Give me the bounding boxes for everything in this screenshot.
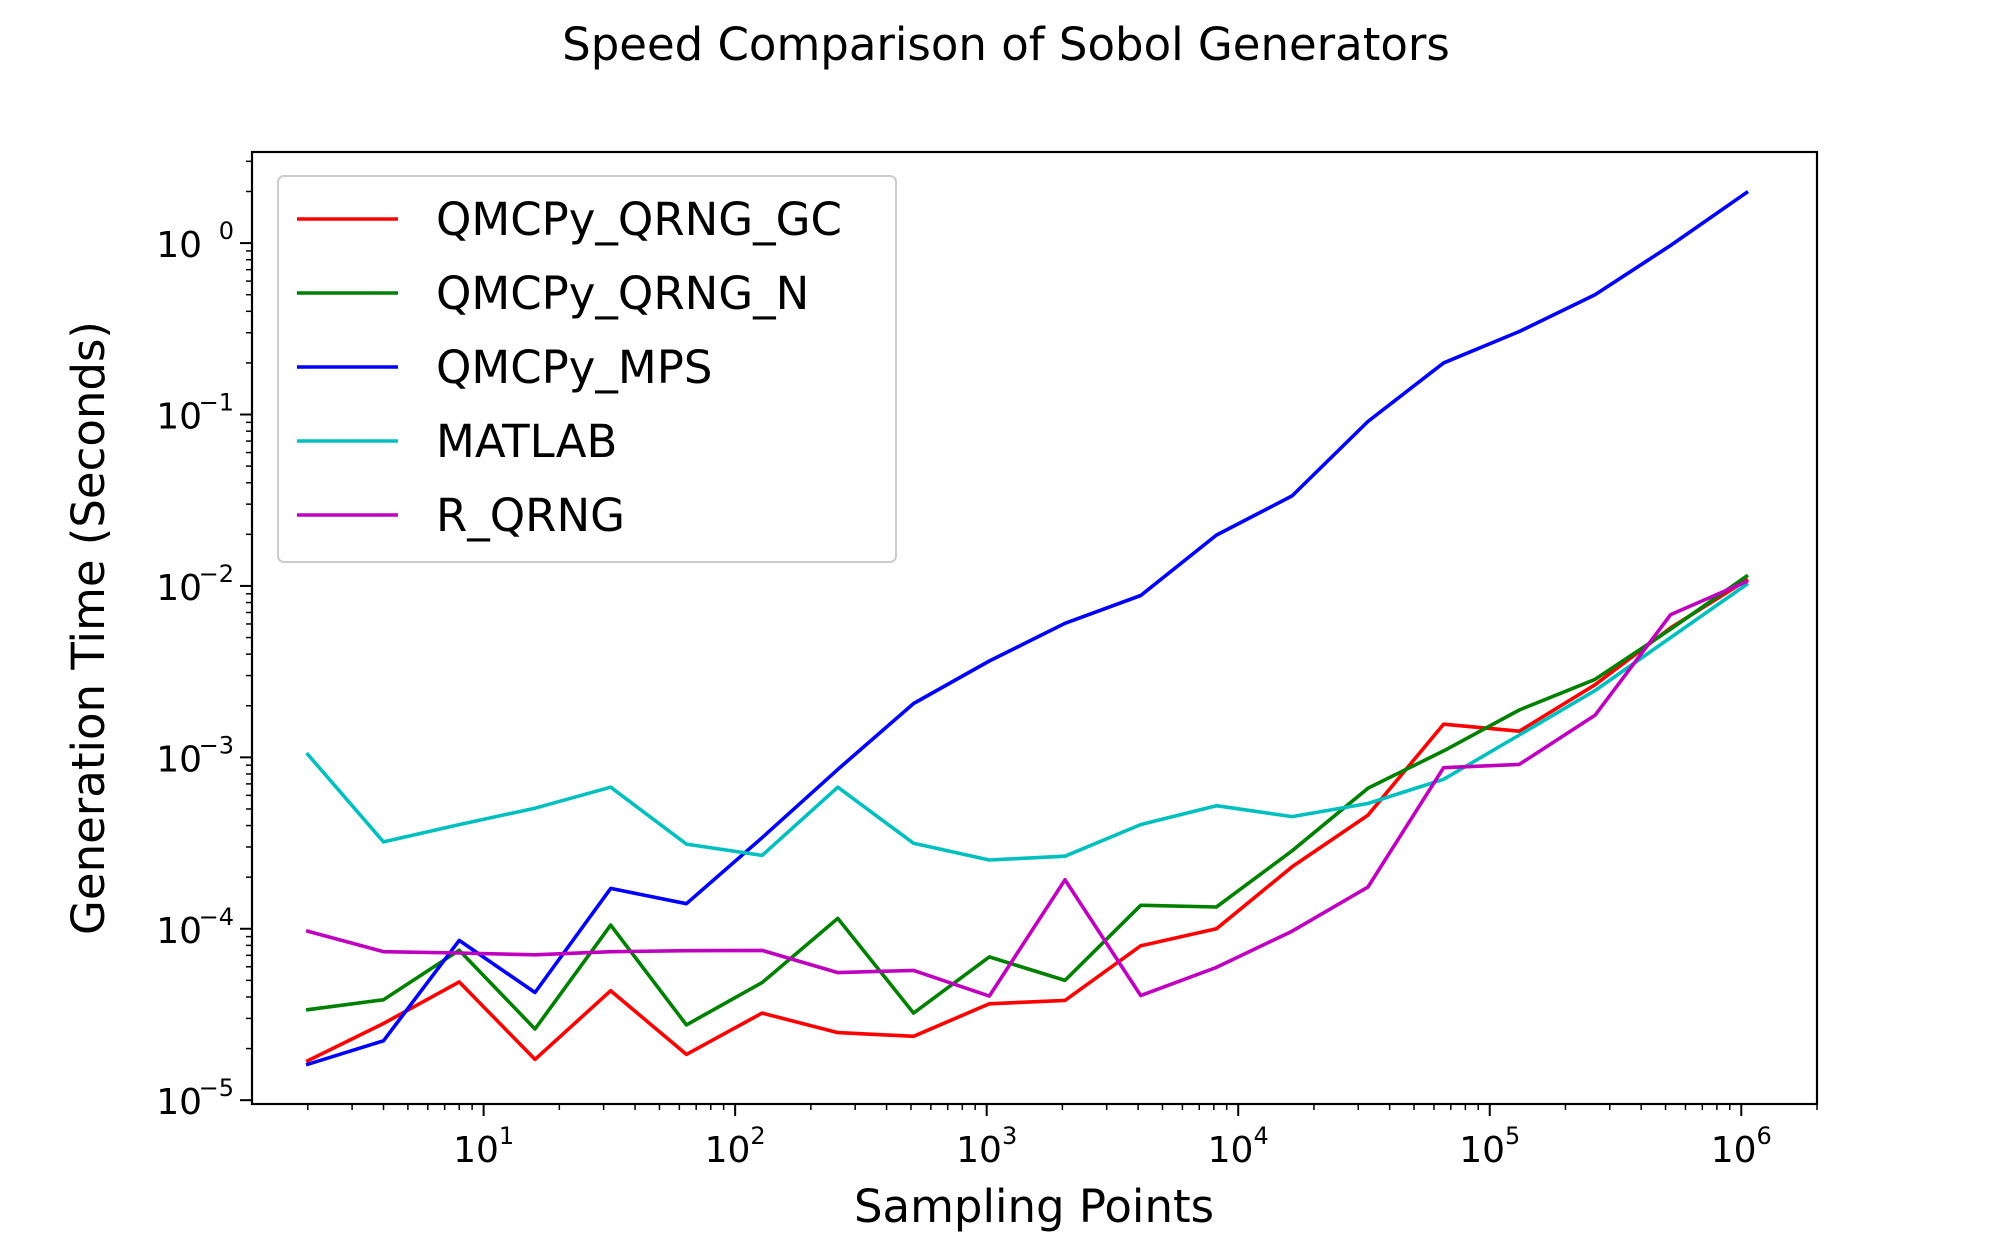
plot-frame xyxy=(250,150,1819,1106)
y-tick-label: 10 xyxy=(156,911,202,952)
x-tick-label: 103 xyxy=(956,1122,1017,1171)
series-lines xyxy=(305,190,1750,1067)
series-line-3 xyxy=(305,190,1750,1067)
y-tick-label: 10 xyxy=(156,1082,202,1123)
legend: QMCPy_QRNG_GC QMCPy_QRNG_N QMCPy_MPS MATLAB… xyxy=(277,175,897,563)
legend-label: R_QRNG xyxy=(436,489,625,542)
x-axis-label: Sampling Points xyxy=(854,1180,1214,1233)
series-line-1 xyxy=(305,577,1749,1064)
legend-label: MATLAB xyxy=(436,415,617,468)
y-tick-exponent: −2 xyxy=(199,560,234,588)
series-line-5 xyxy=(305,579,1749,998)
legend-label: QMCPy_QRNG_N xyxy=(436,267,809,320)
y-tick-label: 10 xyxy=(156,225,202,266)
y-tick-exponent: 0 xyxy=(219,217,234,245)
chart-title: Speed Comparison of Sobol Generators xyxy=(562,18,1450,71)
axis-ticks: 101 102 103 104 105 10610−510−410−310−210−110… xyxy=(156,160,1818,1171)
y-tick-exponent: −5 xyxy=(199,1074,234,1102)
x-tick-label: 105 xyxy=(1459,1122,1520,1171)
y-tick-exponent: −3 xyxy=(199,731,234,759)
x-tick-label: 101 xyxy=(453,1122,514,1171)
y-tick-label: 10 xyxy=(156,397,202,438)
y-tick-exponent: −4 xyxy=(199,903,234,931)
series-line-2 xyxy=(305,573,1750,1031)
y-tick-label: 10 xyxy=(156,568,202,609)
y-axis-label: Generation Time (Seconds) xyxy=(62,321,115,935)
x-tick-label: 106 xyxy=(1711,1122,1772,1171)
legend-box xyxy=(277,175,897,563)
series-line-4 xyxy=(305,581,1750,862)
plot-area: 101 102 103 104 105 10610−510−410−310−210−110… xyxy=(156,150,1819,1171)
y-tick-label: 10 xyxy=(156,739,202,780)
legend-label: QMCPy_MPS xyxy=(436,341,712,394)
legend-label: QMCPy_QRNG_GC xyxy=(436,193,842,246)
y-tick-exponent: −1 xyxy=(199,389,234,417)
x-tick-label: 102 xyxy=(705,1122,766,1171)
x-tick-label: 104 xyxy=(1208,1122,1269,1171)
